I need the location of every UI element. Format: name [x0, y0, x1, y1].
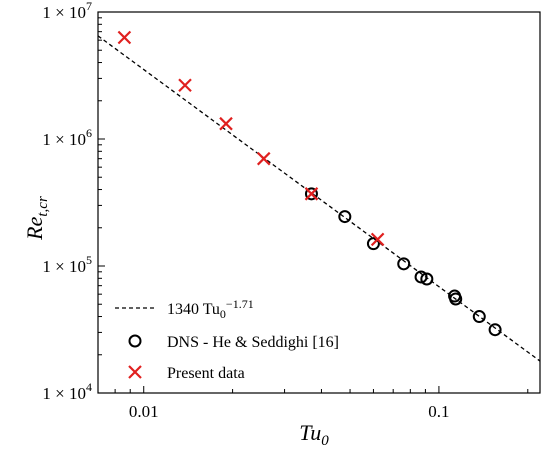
svg-text:Ret,cr: Ret,cr	[22, 196, 51, 241]
dns-data-point	[488, 323, 502, 337]
x-axis-label: Tu0	[299, 420, 329, 449]
x-tick-label: 0.1	[428, 402, 449, 421]
present-data-point	[256, 151, 271, 166]
y-axis-label-sub: t,cr	[35, 196, 51, 217]
dns-data-point	[304, 187, 318, 201]
plot-area: 0.01 0.1 1 × 104 1 × 105 1 × 106 1 × 107	[42, 0, 541, 421]
dns-data-point	[472, 310, 486, 324]
y-axis-label-main: Re	[22, 216, 47, 240]
present-data-point	[117, 30, 132, 45]
present-data-point	[219, 116, 233, 131]
dns-data-point	[414, 270, 428, 284]
svg-text:1340 Tu0−1.71: 1340 Tu0−1.71	[167, 297, 254, 321]
svg-text:Tu0: Tu0	[299, 420, 329, 449]
x-axis-label-sub: 0	[321, 433, 329, 449]
fit-line	[97, 35, 541, 362]
legend-item-fit: 1340 Tu0−1.71	[115, 297, 254, 321]
present-data-point	[370, 232, 385, 247]
y-axis-ticks: 1 × 104 1 × 105 1 × 106 1 × 107	[42, 0, 105, 403]
dns-data-point	[449, 292, 463, 306]
dns-data-point	[366, 237, 380, 251]
dns-data-point	[420, 272, 434, 286]
y-tick-label: 1 × 104	[42, 380, 92, 403]
legend-item-dns: DNS - He & Seddighi [16]	[128, 334, 339, 351]
x-axis-ticks: 0.01 0.1	[97, 386, 529, 421]
x-axis-label-main: Tu	[299, 420, 321, 445]
present-data-point	[178, 78, 192, 93]
legend: 1340 Tu0−1.71 DNS - He & Seddighi [16] P…	[115, 297, 339, 382]
y-tick-label: 1 × 105	[42, 253, 92, 276]
plot-frame	[97, 11, 541, 394]
dns-data-point	[397, 257, 411, 271]
y-axis-label: Ret,cr	[22, 196, 51, 241]
legend-fit-sub: 0	[220, 307, 226, 321]
data-markers	[117, 30, 502, 337]
legend-fit-sup: −1.71	[226, 297, 254, 311]
y-tick-label: 1 × 106	[42, 126, 92, 149]
legend-item-present: Present data	[128, 365, 245, 382]
legend-swatch-x	[128, 365, 142, 379]
dns-data-point	[338, 210, 352, 224]
legend-label-present: Present data	[167, 365, 245, 382]
legend-swatch-circle	[128, 334, 142, 348]
legend-fit-base: 1340 Tu	[167, 301, 220, 318]
legend-label-dns: DNS - He & Seddighi [16]	[167, 334, 339, 351]
y-tick-label: 1 × 107	[42, 0, 92, 22]
x-tick-label: 0.01	[129, 402, 159, 421]
present-data-point	[304, 187, 319, 201]
